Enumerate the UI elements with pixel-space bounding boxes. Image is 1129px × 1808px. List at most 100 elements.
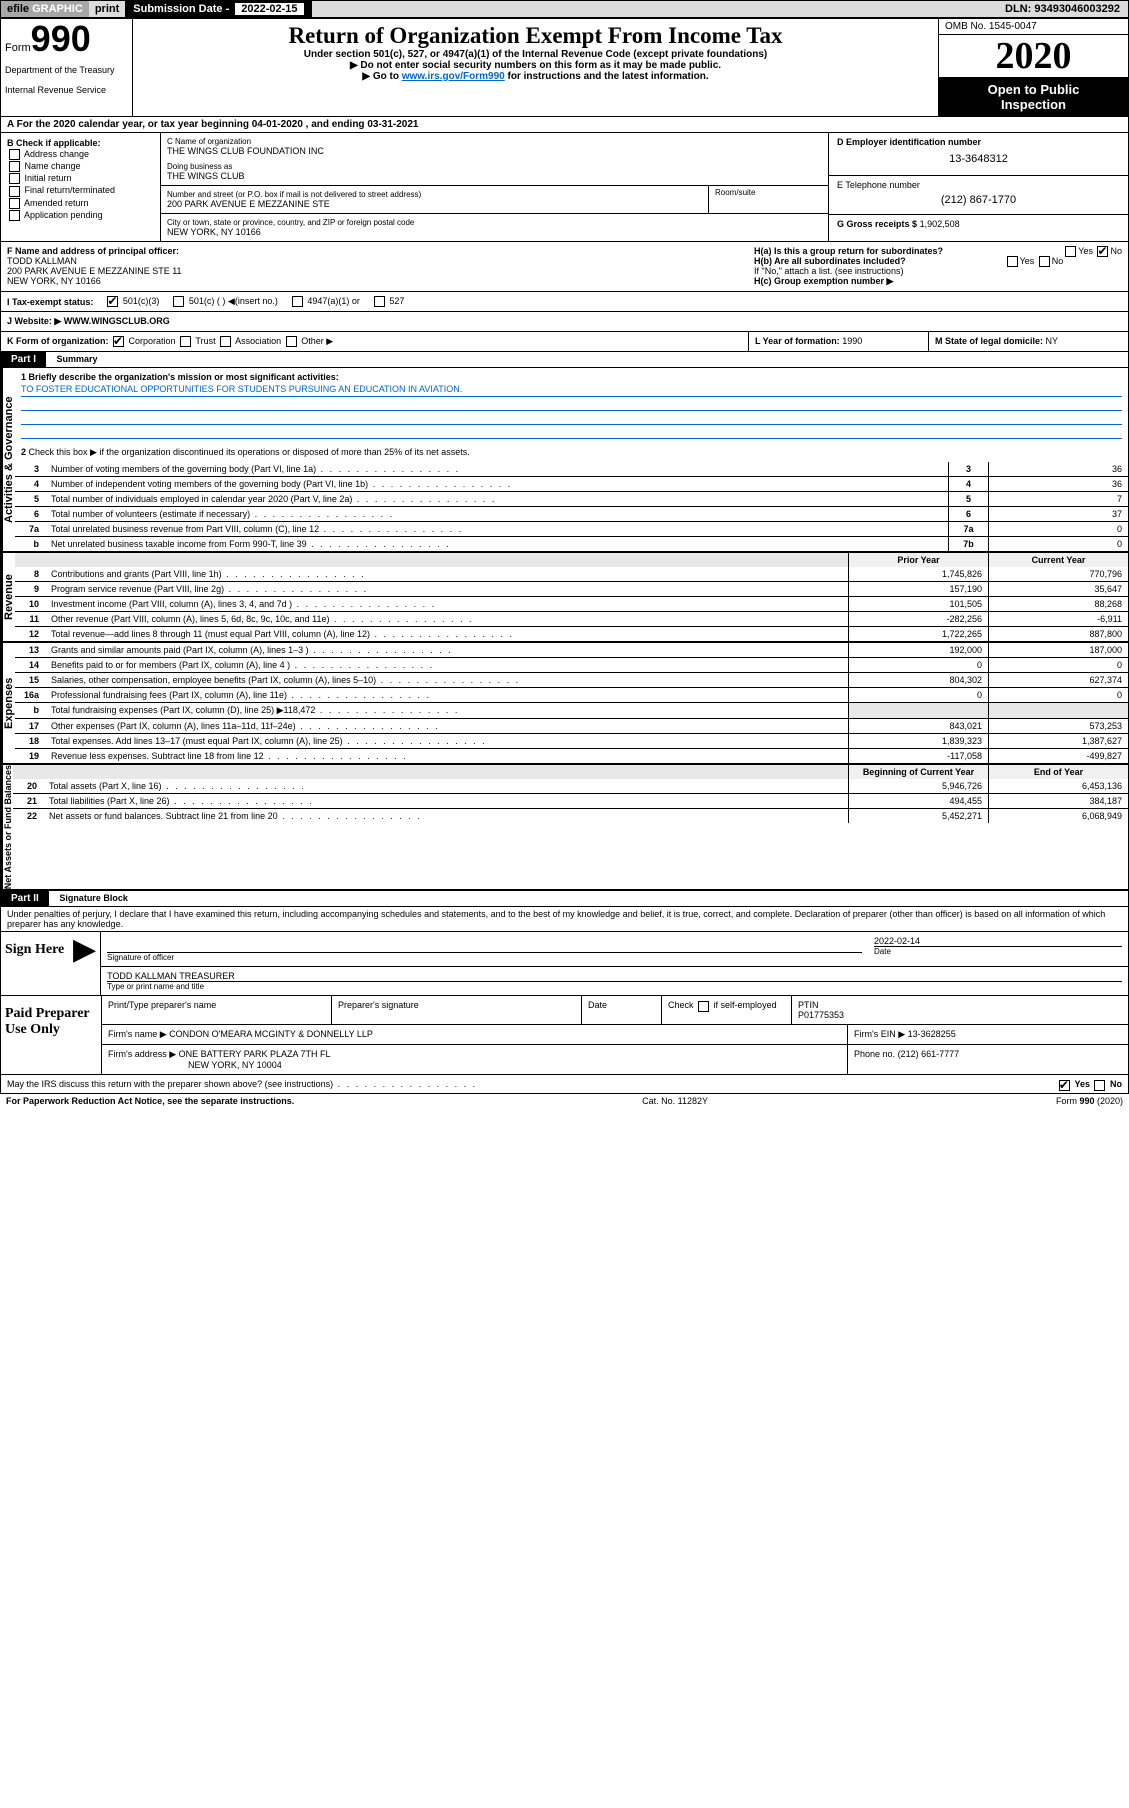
prep-name-hdr: Print/Type preparer's name	[102, 996, 332, 1024]
dba-name: THE WINGS CLUB	[167, 171, 822, 181]
open-inspection: Open to Public Inspection	[939, 78, 1128, 116]
right-header: OMB No. 1545-0047 2020 Open to Public In…	[938, 19, 1128, 116]
col-c-org: C Name of organization THE WINGS CLUB FO…	[161, 133, 828, 241]
irs-link[interactable]: www.irs.gov/Form990	[402, 71, 505, 82]
chk-name[interactable]: Name change	[7, 161, 154, 172]
form-word: Form	[5, 42, 31, 54]
revenue-header-row: Prior Year Current Year	[15, 553, 1128, 567]
exp-line-b: bTotal fundraising expenses (Part IX, co…	[15, 702, 1128, 718]
firm-ein-cell: Firm's EIN ▶ 13-3628255	[848, 1025, 1128, 1044]
firm-addr-cell: Firm's address ▶ ONE BATTERY PARK PLAZA …	[102, 1045, 848, 1074]
ein-value: 13-3648312	[837, 147, 1120, 171]
form-header: Form990 Department of the Treasury Inter…	[1, 19, 1128, 117]
sig-officer-label: Signature of officer	[107, 952, 862, 962]
chk-trust[interactable]	[180, 336, 191, 347]
hdr-end: End of Year	[988, 765, 1128, 779]
gov-line-7a: 7aTotal unrelated business revenue from …	[15, 521, 1128, 536]
exp-line-19: 19Revenue less expenses. Subtract line 1…	[15, 748, 1128, 763]
ptin-cell: PTINP01775353	[792, 996, 1128, 1024]
prep-self-emp[interactable]: Check if self-employed	[662, 996, 792, 1024]
mission-block: 1 Briefly describe the organization's mi…	[15, 368, 1128, 462]
chk-initial[interactable]: Initial return	[7, 173, 154, 184]
rev-line-10: 10Investment income (Part VIII, column (…	[15, 596, 1128, 611]
hc-row: H(c) Group exemption number ▶	[754, 276, 1122, 287]
chk-4947[interactable]: 4947(a)(1) or	[290, 296, 360, 307]
dept-irs: Internal Revenue Service	[5, 85, 128, 95]
print-label[interactable]: print	[89, 1, 125, 17]
vert-governance: Activities & Governance	[1, 368, 15, 551]
chk-corp[interactable]	[113, 336, 124, 347]
sign-here-row: Sign Here ▶ Signature of officer 2022-02…	[1, 932, 1128, 995]
ha-row: H(a) Is this a group return for subordin…	[754, 246, 1122, 256]
section-governance: Activities & Governance 1 Briefly descri…	[1, 368, 1128, 553]
prep-sig-hdr: Preparer's signature	[332, 996, 582, 1024]
sig-date-label: Date	[874, 946, 1122, 956]
hb-note: If "No," attach a list. (see instruction…	[754, 266, 1122, 276]
footer-form: Form 990 (2020)	[1056, 1096, 1123, 1106]
footer-left: For Paperwork Reduction Act Notice, see …	[6, 1096, 294, 1106]
website-value: WWW.WINGSCLUB.ORG	[64, 316, 170, 326]
subdate-value: 2022-02-15	[235, 3, 303, 15]
form-subtitle: Under section 501(c), 527, or 4947(a)(1)…	[141, 49, 930, 60]
vert-revenue: Revenue	[1, 553, 15, 641]
gov-line-5: 5Total number of individuals employed in…	[15, 491, 1128, 506]
chk-discuss-yes[interactable]	[1059, 1080, 1070, 1091]
h-block: H(a) Is this a group return for subordin…	[748, 242, 1128, 291]
note-ssn: ▶ Do not enter social security numbers o…	[141, 60, 930, 71]
top-bar: efile GRAPHIC print Submission Date - 20…	[0, 0, 1129, 18]
rev-line-12: 12Total revenue—add lines 8 through 11 (…	[15, 626, 1128, 641]
section-netassets: Net Assets or Fund Balances Beginning of…	[1, 765, 1128, 891]
exp-line-13: 13Grants and similar amounts paid (Part …	[15, 643, 1128, 657]
street-address: 200 PARK AVENUE E MEZZANINE STE	[167, 199, 702, 209]
firm-ein: 13-3628255	[908, 1029, 956, 1039]
exp-line-15: 15Salaries, other compensation, employee…	[15, 672, 1128, 687]
firm-name-cell: Firm's name ▶ CONDON O'MEARA MCGINTY & D…	[102, 1025, 848, 1044]
arrow-icon: ▶	[69, 932, 100, 995]
dept-treasury: Department of the Treasury	[5, 65, 128, 75]
org-name: THE WINGS CLUB FOUNDATION INC	[167, 146, 822, 156]
year-formation: L Year of formation: 1990	[748, 332, 928, 351]
net-line-20: 20Total assets (Part X, line 16)5,946,72…	[13, 779, 1128, 793]
chk-501c[interactable]: 501(c) ( ) ◀(insert no.)	[171, 296, 277, 307]
vert-expenses: Expenses	[1, 643, 15, 763]
gov-line-6: 6Total number of volunteers (estimate if…	[15, 506, 1128, 521]
part2-header: Part II Signature Block	[1, 891, 1128, 907]
chk-final[interactable]: Final return/terminated	[7, 185, 154, 196]
row-f: F Name and address of principal officer:…	[1, 242, 1128, 292]
hdr-begin: Beginning of Current Year	[848, 765, 988, 779]
exp-line-16a: 16aProfessional fundraising fees (Part I…	[15, 687, 1128, 702]
sig-date: 2022-02-14	[874, 936, 1122, 946]
rev-line-11: 11Other revenue (Part VIII, column (A), …	[15, 611, 1128, 626]
page-footer: For Paperwork Reduction Act Notice, see …	[0, 1094, 1129, 1108]
net-line-21: 21Total liabilities (Part X, line 26)494…	[13, 793, 1128, 808]
net-line-22: 22Net assets or fund balances. Subtract …	[13, 808, 1128, 823]
chk-527[interactable]: 527	[372, 296, 405, 307]
line-a: A For the 2020 calendar year, or tax yea…	[1, 117, 1128, 133]
dln-value: DLN: 93493046003292	[997, 1, 1128, 17]
note-link: ▶ Go to www.irs.gov/Form990 for instruct…	[141, 71, 930, 82]
chk-501c3[interactable]: 501(c)(3)	[105, 296, 159, 307]
chk-assoc[interactable]	[220, 336, 231, 347]
chk-address[interactable]: Address change	[7, 149, 154, 160]
chk-other[interactable]	[286, 336, 297, 347]
firm-phone: (212) 661-7777	[898, 1049, 960, 1059]
ein-cell: D Employer identification number 13-3648…	[829, 133, 1128, 176]
form-org-row: K Form of organization: Corporation Trus…	[1, 332, 748, 351]
omb-number: OMB No. 1545-0047	[939, 19, 1128, 35]
rev-line-8: 8Contributions and grants (Part VIII, li…	[15, 567, 1128, 581]
gross-value: 1,902,508	[920, 219, 960, 229]
officer-addr1: 200 PARK AVENUE E MEZZANINE STE 11	[7, 266, 742, 276]
netassets-header-row: Beginning of Current Year End of Year	[13, 765, 1128, 779]
declaration-text: Under penalties of perjury, I declare th…	[1, 907, 1128, 932]
row-j: J Website: ▶ WWW.WINGSCLUB.ORG	[1, 312, 1128, 332]
chk-discuss-no[interactable]	[1094, 1080, 1105, 1091]
chk-amended[interactable]: Amended return	[7, 198, 154, 209]
city-state: NEW YORK, NY 10166	[167, 227, 822, 237]
chk-pending[interactable]: Application pending	[7, 210, 154, 221]
officer-addr2: NEW YORK, NY 10166	[7, 276, 742, 286]
officer-print-name: TODD KALLMAN TREASURER	[107, 971, 1122, 981]
gov-line-3: 3Number of voting members of the governi…	[15, 462, 1128, 476]
hb-row: H(b) Are all subordinates included? Yes …	[754, 256, 1122, 266]
state-domicile: M State of legal domicile: NY	[928, 332, 1128, 351]
firm-name: CONDON O'MEARA MCGINTY & DONNELLY LLP	[169, 1029, 373, 1039]
